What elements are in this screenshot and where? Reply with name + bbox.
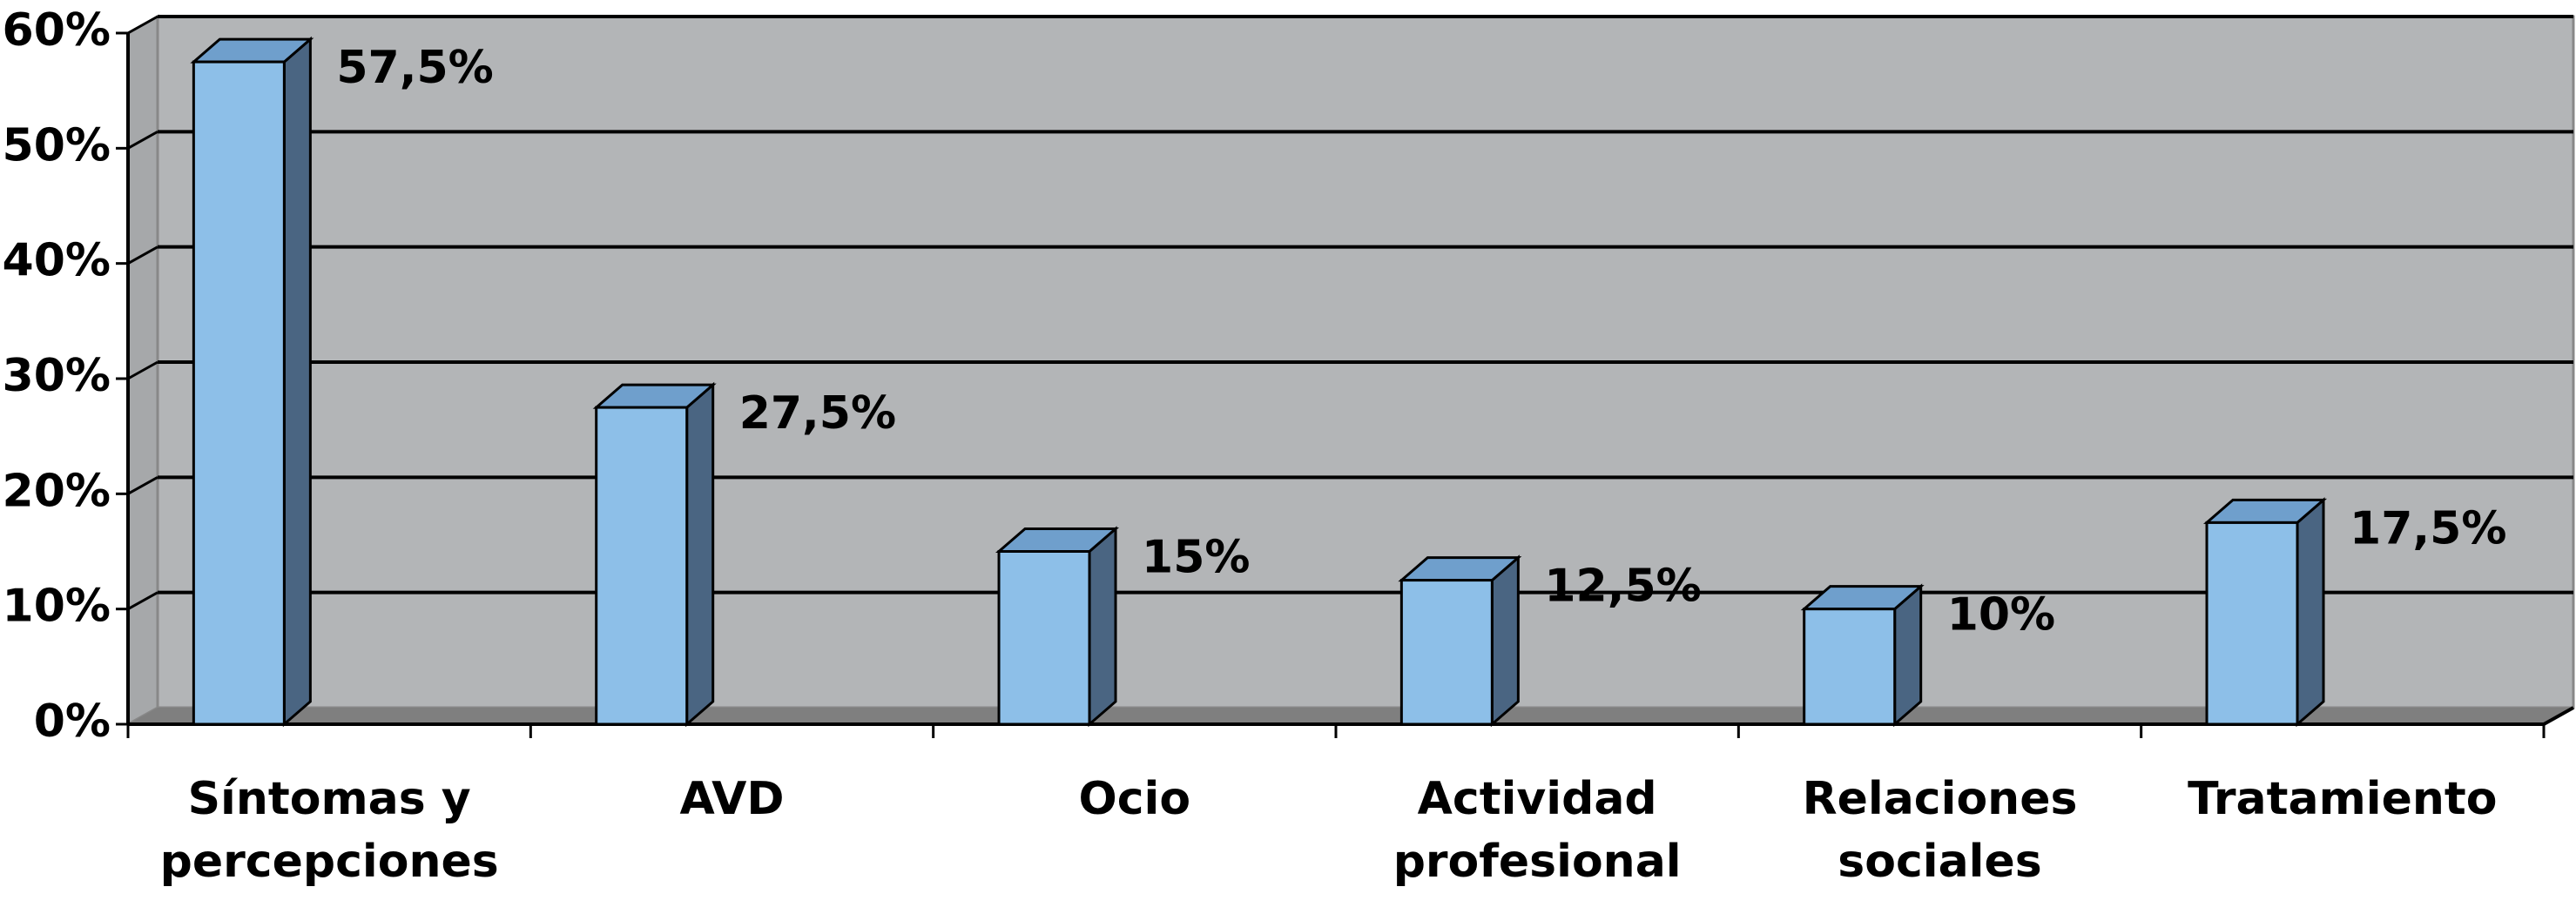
- x-axis-end: [2543, 706, 2574, 726]
- bar: [2205, 521, 2299, 726]
- y-tick-label: 30%: [3, 350, 111, 402]
- x-tick-label: Relaciones sociales: [1802, 773, 2078, 888]
- value-label: 27,5%: [739, 387, 896, 440]
- x-tick-label: Síntomas y percepciones: [159, 773, 499, 888]
- value-label: 12,5%: [1544, 561, 1701, 613]
- y-tick-label: 50%: [3, 119, 111, 171]
- x-tick-label: Actividad profesional: [1393, 773, 1682, 888]
- y-tick-label: 40%: [3, 235, 111, 287]
- x-tick-label: Ocio: [1078, 773, 1191, 825]
- grid-line: [127, 476, 158, 495]
- x-tick-label: AVD: [679, 773, 785, 825]
- floor: [128, 708, 2573, 724]
- bar: [1803, 608, 1897, 726]
- y-tick-label: 20%: [3, 465, 111, 517]
- grid-line: [127, 245, 158, 265]
- bar: [192, 60, 286, 726]
- bar: [997, 550, 1091, 726]
- value-label: 57,5%: [336, 42, 493, 94]
- value-label: 10%: [1947, 589, 2055, 642]
- bar-side: [282, 36, 312, 728]
- value-label: 15%: [1142, 532, 1250, 584]
- y-tick-label: 0%: [34, 695, 111, 748]
- value-label: 17,5%: [2350, 502, 2506, 554]
- bar-side: [1490, 554, 1520, 728]
- grid-line: [127, 15, 158, 35]
- bar-side: [685, 381, 715, 728]
- grid-line: [127, 360, 158, 380]
- bar-side: [2296, 497, 2325, 728]
- grid-line: [127, 591, 158, 610]
- bar: [1399, 579, 1494, 726]
- grid-line: [127, 131, 158, 150]
- bar-side: [1088, 526, 1117, 728]
- y-tick-label: 10%: [3, 581, 111, 633]
- bar: [595, 406, 689, 726]
- x-tick-label: Tratamiento: [2188, 773, 2498, 825]
- y-tick-label: 60%: [3, 4, 111, 57]
